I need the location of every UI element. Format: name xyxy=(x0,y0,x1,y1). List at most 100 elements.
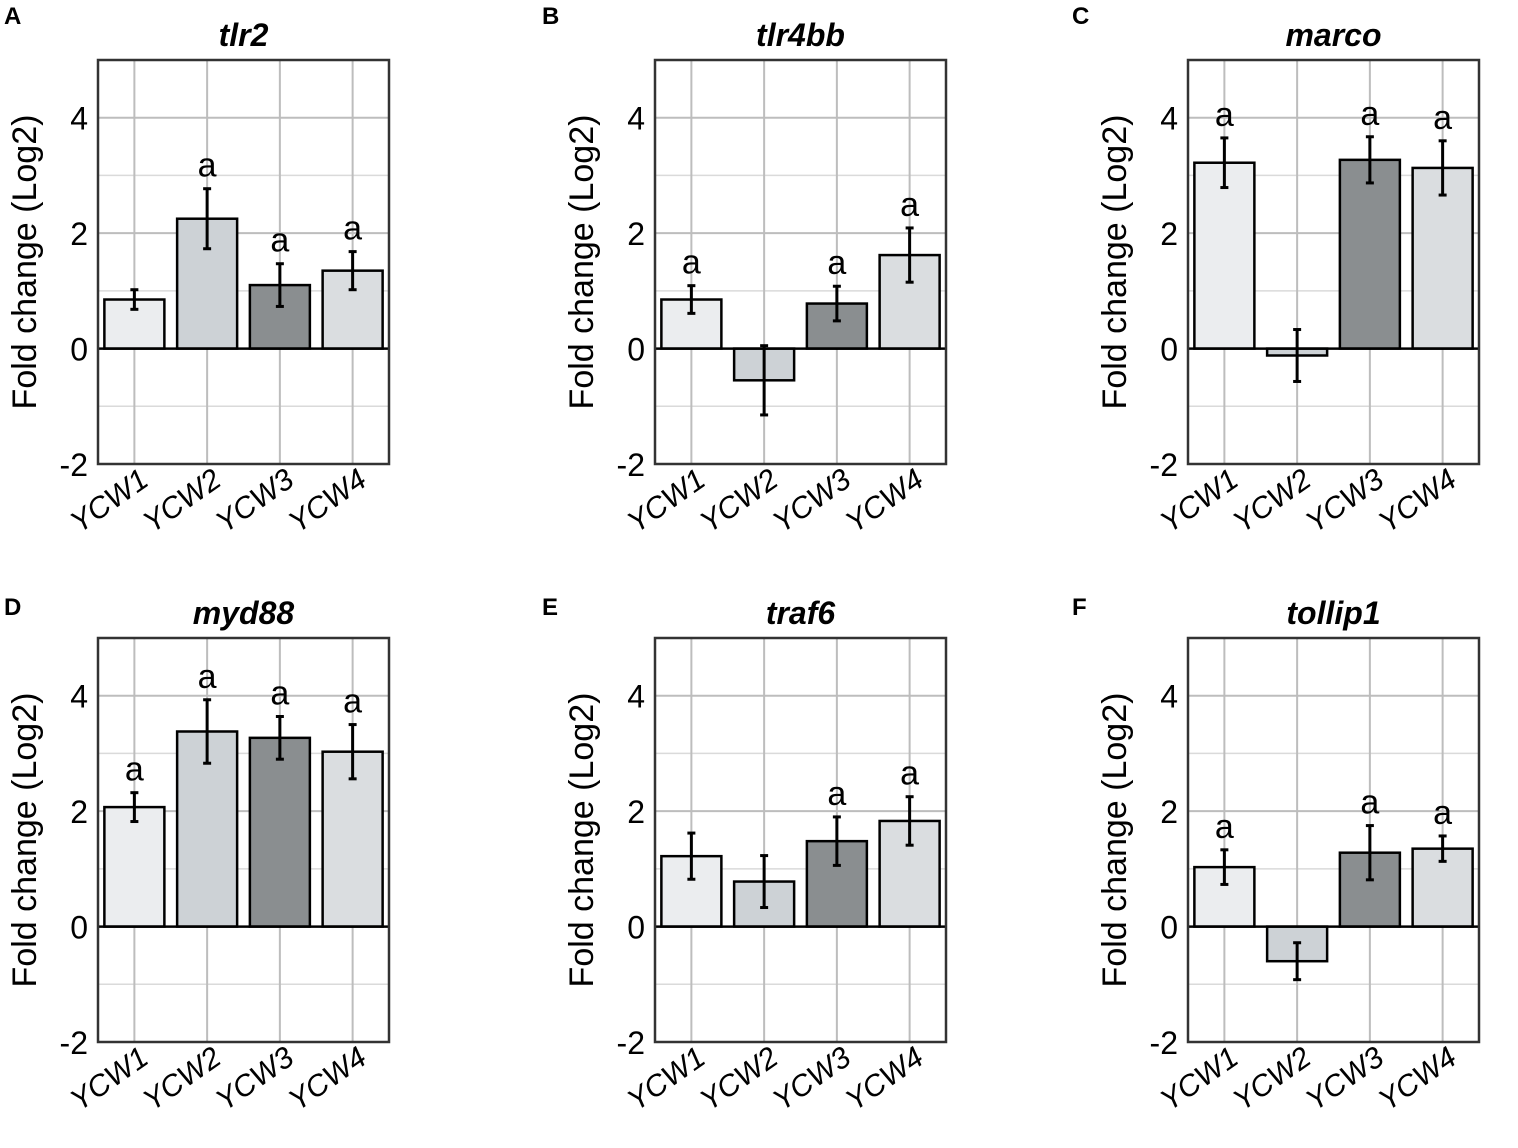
panel-letter: C xyxy=(1072,3,1089,30)
significance-label: a xyxy=(198,658,217,696)
panel-letter: B xyxy=(542,3,559,30)
x-tick-label: YCW4 xyxy=(283,1041,373,1118)
x-tick-label: YCW3 xyxy=(210,463,300,540)
significance-label: a xyxy=(1360,95,1379,133)
x-tick-label: YCW4 xyxy=(283,463,373,540)
x-tick-label: YCW2 xyxy=(694,463,784,540)
bar-ycw1 xyxy=(1193,161,1256,350)
x-tick-label: YCW2 xyxy=(694,1041,784,1118)
error-bar-ycw2 xyxy=(760,854,769,910)
y-tick-label: 0 xyxy=(70,332,88,368)
error-bar-ycw4 xyxy=(348,723,357,781)
y-tick-label: -2 xyxy=(1150,1025,1178,1061)
y-tick-label: -2 xyxy=(60,447,88,483)
bar-ycw3 xyxy=(1338,158,1402,350)
plot-frame xyxy=(96,636,391,1044)
y-tick-label: 2 xyxy=(1160,216,1178,252)
y-tick-label: -2 xyxy=(60,1025,88,1061)
significance-label: a xyxy=(900,755,919,793)
panel-letter: F xyxy=(1072,594,1087,621)
y-tick-label: -2 xyxy=(617,447,645,483)
error-bar-ycw3 xyxy=(1365,824,1374,882)
y-tick-label: 0 xyxy=(1160,910,1178,946)
y-axis-label: Fold change (Log2) xyxy=(1096,693,1134,988)
error-bar-ycw3 xyxy=(275,262,284,308)
error-bar-ycw3 xyxy=(1365,135,1374,185)
error-bar-ycw2 xyxy=(1293,941,1302,982)
error-bar-ycw1 xyxy=(687,284,696,315)
significance-label: a xyxy=(270,674,289,712)
y-tick-label: 4 xyxy=(627,101,645,137)
error-bar-ycw2 xyxy=(760,344,769,417)
significance-label: a xyxy=(900,186,919,224)
error-bar-ycw1 xyxy=(130,288,139,311)
significance-label: a xyxy=(343,210,362,248)
x-tick-label: YCW2 xyxy=(1227,463,1317,540)
plot-frame xyxy=(1186,58,1481,466)
bar-ycw3 xyxy=(248,736,312,928)
x-tick-label: YCW4 xyxy=(1373,1041,1463,1118)
x-tick-label: YCW3 xyxy=(1300,1041,1390,1118)
error-bar-ycw3 xyxy=(275,714,284,761)
x-tick-label: YCW4 xyxy=(840,463,930,540)
error-bar-ycw1 xyxy=(130,791,139,824)
chart-title: marco xyxy=(1285,17,1381,53)
y-axis-label: Fold change (Log2) xyxy=(1096,115,1134,410)
y-tick-label: 0 xyxy=(70,910,88,946)
panel-letter: D xyxy=(4,594,21,621)
x-tick-label: YCW4 xyxy=(1373,463,1463,540)
plot-frame xyxy=(96,58,391,466)
y-tick-label: 0 xyxy=(627,332,645,368)
y-tick-label: 4 xyxy=(1160,101,1178,137)
significance-label: a xyxy=(1215,96,1234,134)
y-tick-label: 4 xyxy=(627,679,645,715)
chart-title: myd88 xyxy=(193,595,295,631)
x-tick-label: YCW4 xyxy=(840,1041,930,1118)
y-tick-label: 2 xyxy=(627,216,645,252)
x-tick-label: YCW2 xyxy=(137,1041,227,1118)
y-tick-label: 4 xyxy=(70,101,88,137)
y-axis-label: Fold change (Log2) xyxy=(6,115,44,410)
error-bar-ycw4 xyxy=(1438,139,1447,197)
panel-letter: A xyxy=(4,3,21,30)
bar-ycw1 xyxy=(103,805,166,928)
y-tick-label: -2 xyxy=(1150,447,1178,483)
y-tick-label: -2 xyxy=(617,1025,645,1061)
error-bar-ycw2 xyxy=(1293,328,1302,383)
error-bar-ycw3 xyxy=(832,815,841,867)
x-tick-label: YCW3 xyxy=(1300,463,1390,540)
chart-title: tollip1 xyxy=(1286,595,1380,631)
y-tick-label: 2 xyxy=(70,794,88,830)
significance-label: a xyxy=(1360,784,1379,822)
y-tick-label: 0 xyxy=(1160,332,1178,368)
x-tick-label: YCW3 xyxy=(767,463,857,540)
significance-label: a xyxy=(198,147,217,185)
significance-label: a xyxy=(827,775,846,813)
error-bar-ycw4 xyxy=(905,795,914,847)
plot-frame xyxy=(1186,636,1481,1044)
x-tick-label: YCW2 xyxy=(137,463,227,540)
x-tick-label: YCW3 xyxy=(767,1041,857,1118)
y-tick-label: 4 xyxy=(1160,679,1178,715)
error-bar-ycw4 xyxy=(905,226,914,284)
y-tick-label: 4 xyxy=(70,679,88,715)
significance-label: a xyxy=(343,683,362,721)
y-axis-label: Fold change (Log2) xyxy=(563,693,601,988)
x-tick-label: YCW2 xyxy=(1227,1041,1317,1118)
significance-label: a xyxy=(1215,808,1234,846)
error-bar-ycw4 xyxy=(1438,834,1447,863)
error-bar-ycw4 xyxy=(348,250,357,292)
plot-frame xyxy=(653,636,948,1044)
y-tick-label: 2 xyxy=(70,216,88,252)
chart-title: traf6 xyxy=(766,595,836,631)
y-axis-label: Fold change (Log2) xyxy=(6,693,44,988)
significance-label: a xyxy=(1433,99,1452,137)
error-bar-ycw3 xyxy=(832,284,841,323)
significance-label: a xyxy=(1433,794,1452,832)
y-tick-label: 2 xyxy=(627,794,645,830)
